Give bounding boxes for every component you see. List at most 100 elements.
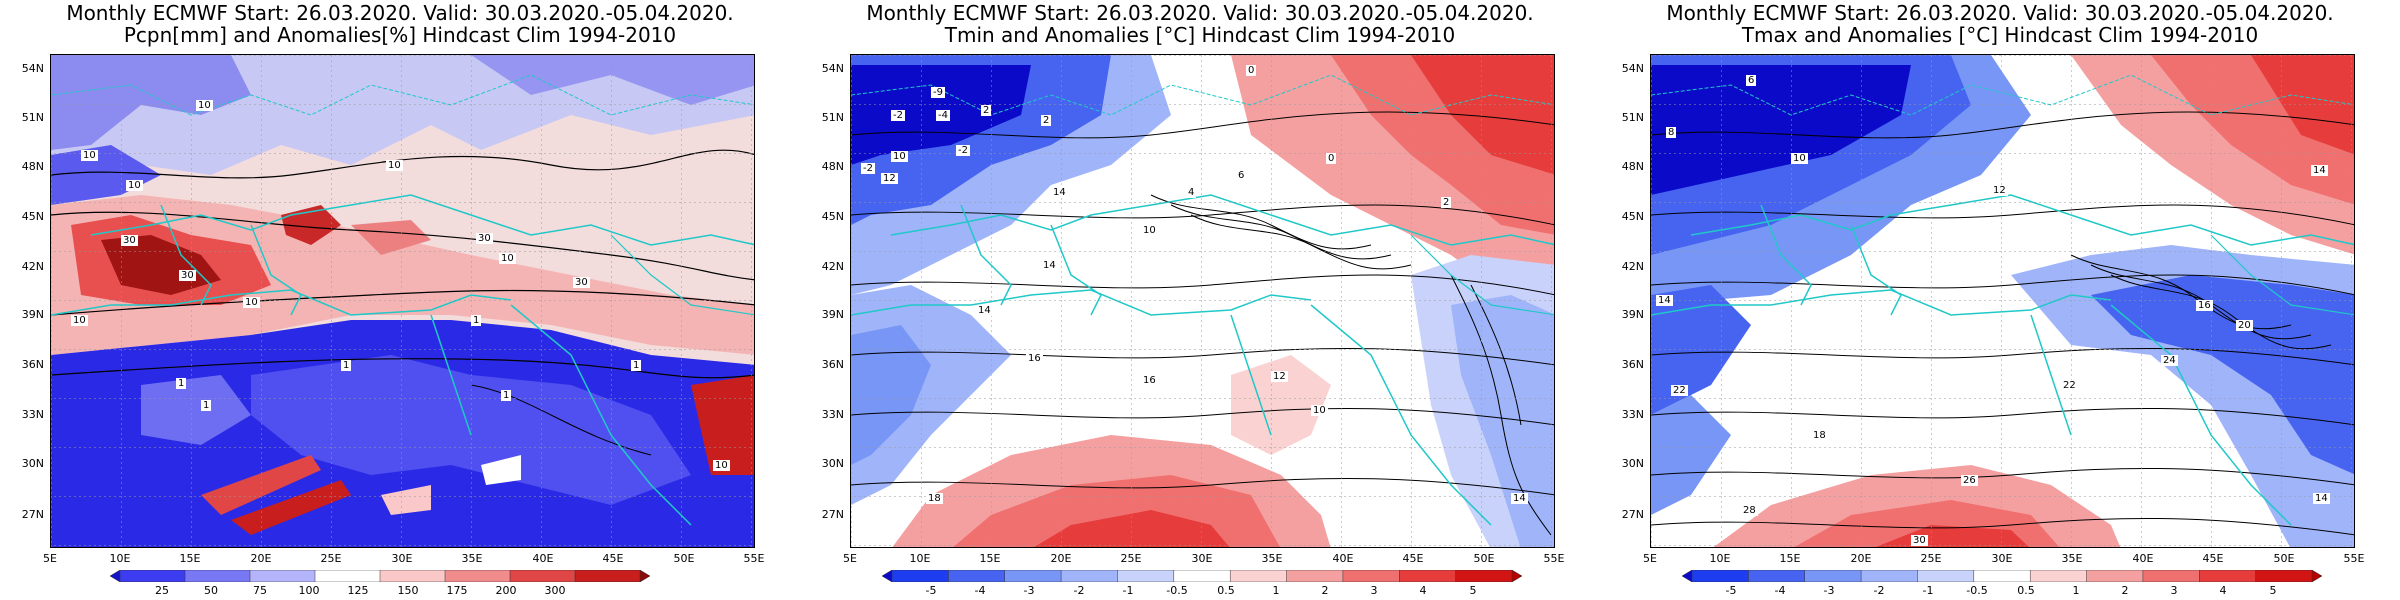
lon-label: 15E bbox=[1779, 552, 1801, 565]
lon-label: 5E bbox=[1643, 552, 1657, 565]
contour-label: 16 bbox=[2196, 300, 2213, 311]
contour-label: 6 bbox=[1746, 75, 1757, 86]
contour-label: 20 bbox=[2236, 320, 2253, 331]
colorbar-swatch bbox=[1691, 570, 1750, 582]
colorbar-tick-label: 75 bbox=[253, 584, 267, 597]
colorbar-swatch bbox=[1511, 570, 1522, 582]
colorbar-tick-label: 100 bbox=[298, 584, 320, 597]
contour-label: 8 bbox=[1666, 127, 1677, 138]
colorbar-tick-label: 2 bbox=[2121, 584, 2129, 597]
colorbar-swatch bbox=[1973, 570, 2031, 582]
colorbar-swatch bbox=[891, 570, 950, 582]
contour-label: -2 bbox=[956, 145, 970, 156]
lat-label: 27N bbox=[21, 508, 44, 521]
contour-label: 30 bbox=[121, 235, 138, 246]
contour-label: 30 bbox=[573, 277, 590, 288]
contour-label: 1 bbox=[201, 400, 212, 411]
lat-label: 48N bbox=[21, 160, 44, 173]
lon-label: 50E bbox=[2273, 552, 2295, 565]
lat-label: 48N bbox=[821, 160, 844, 173]
contour-label: 1 bbox=[176, 378, 187, 389]
lon-label: 40E bbox=[2132, 552, 2154, 565]
colorbar-swatch bbox=[249, 570, 316, 582]
lon-label: 30E bbox=[1991, 552, 2013, 565]
contour-label: 10 bbox=[1791, 153, 1808, 164]
contour-label: 14 bbox=[1051, 187, 1068, 198]
lon-label: 15E bbox=[179, 552, 201, 565]
colorbar-tick-label: 175 bbox=[446, 584, 468, 597]
contour-label: 24 bbox=[2161, 355, 2178, 366]
lat-label: 39N bbox=[821, 308, 844, 321]
contour-label: 16 bbox=[1026, 353, 1043, 364]
colorbar-tick-label: -5 bbox=[1725, 584, 1737, 597]
contour-label: 14 bbox=[1656, 295, 1673, 306]
colorbar-tick-label: -4 bbox=[1774, 584, 1786, 597]
colorbar-tick-label: 3 bbox=[2170, 584, 2178, 597]
lat-label: 42N bbox=[821, 260, 844, 273]
lon-label: 20E bbox=[1050, 552, 1072, 565]
colorbar-tick-label: 4 bbox=[1419, 584, 1427, 597]
contour-label: 22 bbox=[2061, 380, 2078, 391]
colorbar-tick-label: 50 bbox=[204, 584, 218, 597]
panel-title-line2: Tmin and Anomalies [°C] Hindcast Clim 19… bbox=[944, 23, 1456, 47]
colorbar-tick-label: 0.5 bbox=[2017, 584, 2035, 597]
contour-label: 14 bbox=[976, 305, 993, 316]
lat-label: 27N bbox=[1621, 508, 1644, 521]
contour-label: 12 bbox=[1271, 371, 1288, 382]
colorbar-swatch bbox=[444, 570, 511, 582]
contour-label: 30 bbox=[1911, 535, 1928, 546]
lon-label: 45E bbox=[2202, 552, 2224, 565]
contour-label: -9 bbox=[931, 87, 945, 98]
contour-label: -2 bbox=[861, 163, 875, 174]
colorbar-swatch bbox=[1004, 570, 1062, 582]
contour-label: 10 bbox=[891, 151, 908, 162]
contour-label: 10 bbox=[71, 315, 88, 326]
colorbar-tick-label: -1 bbox=[1922, 584, 1934, 597]
colorbar-swatch bbox=[2199, 570, 2257, 582]
contour-label: 14 bbox=[1041, 260, 1058, 271]
colorbar-swatch bbox=[1399, 570, 1457, 582]
colorbar-swatch bbox=[1229, 570, 1288, 582]
contour-label: 10 bbox=[386, 160, 403, 171]
contour-label: 28 bbox=[1741, 505, 1758, 516]
colorbar-swatch bbox=[1455, 570, 1513, 582]
colorbar-graphic bbox=[1682, 570, 2322, 582]
contour-label: 10 bbox=[499, 253, 516, 264]
contour-label: -4 bbox=[936, 110, 950, 121]
lat-label: 48N bbox=[1621, 160, 1644, 173]
lat-label: 27N bbox=[821, 508, 844, 521]
contour-label: 0 bbox=[1246, 65, 1257, 76]
colorbar-swatch bbox=[2311, 570, 2322, 582]
colorbar-swatch bbox=[2255, 570, 2313, 582]
colorbar-swatch bbox=[509, 570, 576, 582]
colorbar-tick-label: 200 bbox=[495, 584, 517, 597]
contour-label: 30 bbox=[179, 270, 196, 281]
contour-label: 12 bbox=[1991, 185, 2008, 196]
colorbar bbox=[1682, 570, 2322, 582]
contour-label: 1 bbox=[471, 315, 482, 326]
colorbar-swatch bbox=[314, 570, 381, 582]
colorbar-swatch bbox=[1286, 570, 1344, 582]
colorbar-swatch bbox=[1917, 570, 1975, 582]
lon-label: 15E bbox=[979, 552, 1001, 565]
contour-label: 10 bbox=[1311, 405, 1328, 416]
lat-label: 36N bbox=[821, 358, 844, 371]
lat-label: 36N bbox=[21, 358, 44, 371]
panel-precipitation: Monthly ECMWF Start: 26.03.2020. Valid: … bbox=[0, 0, 800, 600]
colorbar-swatch bbox=[1804, 570, 1862, 582]
colorbar-tick-label: 0.5 bbox=[1217, 584, 1235, 597]
panel-title-line1: Monthly ECMWF Start: 26.03.2020. Valid: … bbox=[66, 1, 734, 25]
colorbar-swatch bbox=[2029, 570, 2088, 582]
contour-label: 10 bbox=[713, 460, 730, 471]
colorbar-graphic bbox=[110, 570, 650, 582]
colorbar-swatch bbox=[1117, 570, 1175, 582]
lon-label: 40E bbox=[532, 552, 554, 565]
colorbar-swatch bbox=[1060, 570, 1119, 582]
lon-label: 20E bbox=[250, 552, 272, 565]
colorbar-swatch bbox=[639, 570, 650, 582]
lat-label: 30N bbox=[21, 457, 44, 470]
colorbar-swatch bbox=[882, 570, 893, 582]
colorbar-tick-label: 125 bbox=[347, 584, 369, 597]
lat-label: 54N bbox=[1621, 62, 1644, 75]
colorbar-tick-label: -2 bbox=[1073, 584, 1085, 597]
